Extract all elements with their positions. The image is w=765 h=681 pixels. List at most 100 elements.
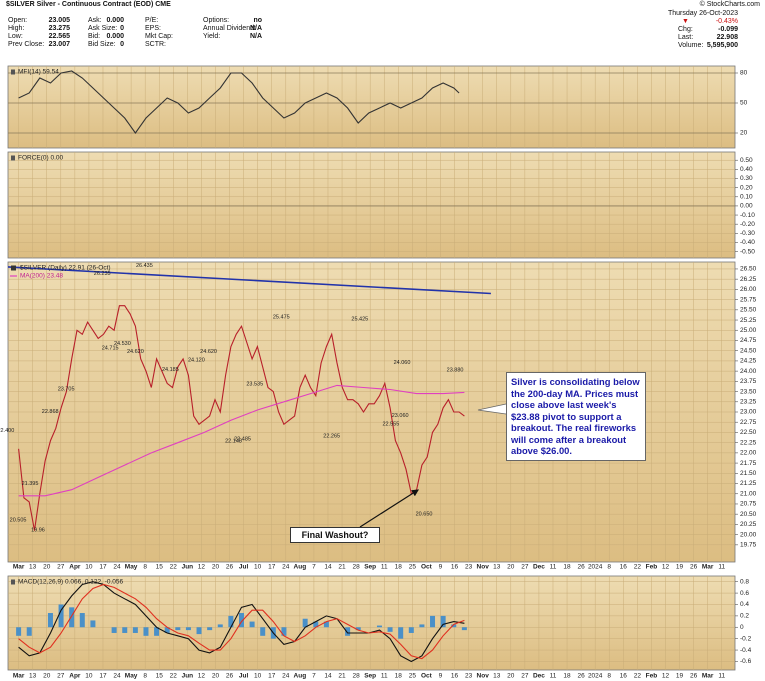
field-label: Bid: xyxy=(88,33,101,40)
histogram-bar xyxy=(249,621,255,628)
price-label: 24.620 xyxy=(127,349,144,355)
x-tick-label: 24 xyxy=(113,564,121,571)
x-tick-label: 10 xyxy=(254,673,262,680)
histogram-bar xyxy=(260,627,266,636)
y-tick-label: -0.6 xyxy=(740,658,752,665)
x-tick-label: 7 xyxy=(312,673,316,680)
x-tick-label: 14 xyxy=(324,564,332,571)
histogram-bar xyxy=(430,615,436,628)
price-label: 23.705 xyxy=(58,387,75,393)
histogram-bar xyxy=(154,627,160,636)
y-tick-label: 0.4 xyxy=(740,601,749,608)
x-tick-label: 11 xyxy=(550,564,557,571)
series-line xyxy=(18,70,460,134)
price-label: 20.650 xyxy=(416,512,433,518)
histogram-bar xyxy=(323,621,329,628)
plot-area xyxy=(18,70,460,134)
x-tick-label: 16 xyxy=(620,673,628,680)
x-tick-label: 27 xyxy=(57,564,65,571)
x-tick-label: 20 xyxy=(43,564,51,571)
histogram-bar xyxy=(440,615,446,628)
price-label: 24.185 xyxy=(162,367,179,373)
y-tick-label: 20.50 xyxy=(740,511,757,518)
x-tick-label: Mar xyxy=(702,564,714,571)
y-tick-label: 20.25 xyxy=(740,521,757,528)
y-tick-label: 21.25 xyxy=(740,480,757,487)
x-tick-label: 11 xyxy=(718,564,725,571)
field-label: EPS: xyxy=(145,25,161,32)
price-label: 23.535 xyxy=(246,382,263,388)
histogram-bar xyxy=(461,627,467,631)
histogram-bar xyxy=(419,624,425,628)
x-tick-label: 14 xyxy=(324,673,332,680)
histogram-bar xyxy=(302,618,308,628)
field-label: Options: xyxy=(203,17,230,24)
x-tick-label: 23 xyxy=(465,564,473,571)
callout-pointer xyxy=(477,403,507,415)
series-line xyxy=(18,583,465,660)
y-tick-label: 0.2 xyxy=(740,613,749,620)
y-tick-label: -0.20 xyxy=(740,221,755,228)
field-label: Annual Dividend: xyxy=(203,25,256,32)
x-tick-label: 28 xyxy=(352,564,360,571)
x-tick-label: 23 xyxy=(465,673,473,680)
x-tick-label: 2024 xyxy=(588,673,603,680)
price-label: 22.265 xyxy=(323,433,340,439)
panel-icon xyxy=(11,69,15,75)
y-tick-label: 22.50 xyxy=(740,429,757,436)
y-tick-label: 0.50 xyxy=(740,157,753,164)
x-tick-label: 2024 xyxy=(588,564,603,571)
header-title: $SILVER Silver - Continuous Contract (EO… xyxy=(6,1,171,8)
price-label: 22.148 xyxy=(225,438,242,444)
field-value: 22.565 xyxy=(48,33,70,40)
y-tick-label: 21.75 xyxy=(740,460,757,467)
y-tick-label: 23.50 xyxy=(740,388,757,395)
x-tick-label: 13 xyxy=(493,673,501,680)
y-tick-label: 20.75 xyxy=(740,501,757,508)
x-tick-label: 18 xyxy=(563,564,571,571)
price-label: 22.868 xyxy=(42,409,59,415)
panel-icon xyxy=(11,155,15,161)
histogram-bar xyxy=(398,627,404,639)
x-tick-label: 12 xyxy=(662,564,670,571)
y-tick-label: 0 xyxy=(740,624,744,631)
y-tick-label: 0.6 xyxy=(740,590,749,597)
summary-label: Volume: xyxy=(678,42,704,49)
x-tick-label: Jun xyxy=(182,673,194,680)
summary-label: Chg: xyxy=(678,26,693,33)
y-tick-label: 50 xyxy=(740,100,748,107)
histogram-bar xyxy=(16,627,22,636)
y-tick-label: -0.4 xyxy=(740,647,752,654)
x-tick-label: Nov xyxy=(477,673,490,680)
panel-background xyxy=(7,151,736,259)
price-label: 22.485 xyxy=(234,437,251,443)
field-value: 0 xyxy=(120,41,124,48)
x-tick-label: 13 xyxy=(29,673,37,680)
y-tick-label: 25.50 xyxy=(740,307,757,314)
y-tick-label: 24.00 xyxy=(740,368,757,375)
x-tick-label: Oct xyxy=(421,564,433,571)
x-tick-label: 12 xyxy=(662,673,670,680)
x-tick-label: 7 xyxy=(312,564,316,571)
x-tick-label: 15 xyxy=(156,564,164,571)
summary-value: 5,595,900 xyxy=(706,42,738,49)
price-label: 21.395 xyxy=(22,481,39,487)
x-tick-label: 22 xyxy=(170,673,178,680)
x-tick-label: 24 xyxy=(113,673,121,680)
panel-title: MFI(14) 59.54 xyxy=(18,69,59,76)
x-tick-label: 13 xyxy=(29,564,37,571)
x-tick-label: 11 xyxy=(718,673,725,680)
y-tick-label: -0.10 xyxy=(740,212,755,219)
x-tick-label: Dec xyxy=(533,564,545,571)
histogram-bar xyxy=(238,613,244,628)
x-tick-label: 10 xyxy=(254,564,262,571)
x-tick-label: Aug xyxy=(294,564,307,571)
credit: © StockCharts.com xyxy=(699,1,760,8)
x-tick-label: 15 xyxy=(156,673,164,680)
summary-value: 22.908 xyxy=(716,34,738,41)
x-tick-label: 19 xyxy=(676,564,684,571)
field-value: no xyxy=(253,17,262,24)
x-tick-label: 13 xyxy=(493,564,501,571)
x-tick-label: Feb xyxy=(646,564,658,571)
